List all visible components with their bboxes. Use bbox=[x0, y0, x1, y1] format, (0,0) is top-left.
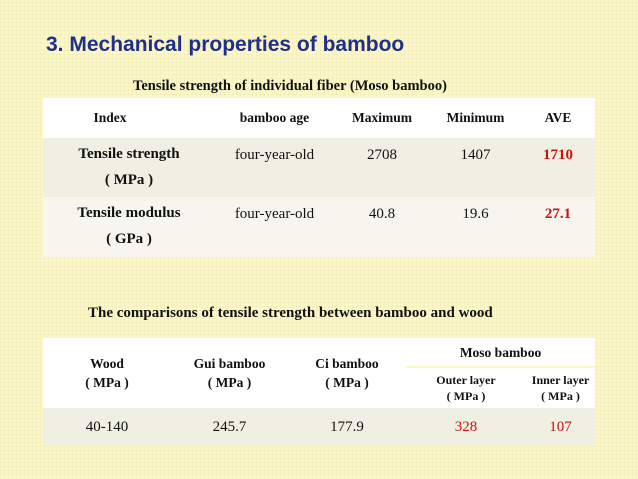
header-bamboo-age: bamboo age bbox=[215, 98, 334, 138]
header-outer-unit: ( MPa ) bbox=[446, 389, 486, 403]
cell-outer: 328 bbox=[406, 408, 526, 446]
cell-max: 40.8 bbox=[334, 197, 430, 257]
header-gui-bamboo: Gui bamboo ( MPa ) bbox=[171, 338, 288, 408]
table1-caption: Tensile strength of individual fiber (Mo… bbox=[133, 78, 447, 94]
header-wood: Wood ( MPa ) bbox=[43, 338, 171, 408]
header-ci-label: Ci bamboo bbox=[315, 356, 379, 371]
row-index-unit: ( GPa ) bbox=[106, 231, 152, 247]
slide-title: 3. Mechanical properties of bamboo bbox=[46, 33, 405, 56]
header-ci-unit: ( MPa ) bbox=[325, 375, 369, 390]
header-moso-bamboo: Moso bamboo bbox=[406, 338, 596, 368]
header-inner-label: Inner layer bbox=[531, 373, 590, 387]
table2-caption: The comparisons of tensile strength betw… bbox=[88, 305, 493, 321]
table2-subheader-row: Outer layer ( MPa ) Inner layer ( MPa ) bbox=[43, 367, 596, 408]
header-minimum: Minimum bbox=[430, 98, 521, 138]
header-index: Index bbox=[43, 98, 215, 138]
header-maximum: Maximum bbox=[334, 98, 430, 138]
cell-gui: 245.7 bbox=[171, 408, 288, 446]
table-row: Tensile modulus ( GPa ) four-year-old 40… bbox=[43, 197, 595, 257]
table2-header-row: Wood ( MPa ) Gui bamboo ( MPa ) Ci bambo… bbox=[43, 338, 596, 408]
header-wood-label: Wood bbox=[90, 356, 124, 371]
table-row: 40-140 245.7 177.9 328 107 bbox=[43, 408, 596, 446]
header-inner-unit: ( MPa ) bbox=[541, 389, 580, 403]
header-ave: AVE bbox=[521, 98, 595, 138]
cell-ave: 1710 bbox=[521, 138, 595, 197]
header-wood-unit: ( MPa ) bbox=[85, 375, 129, 390]
header-gui-unit: ( MPa ) bbox=[207, 375, 252, 390]
row-index-unit: ( MPa ) bbox=[104, 172, 154, 188]
cell-ave: 27.1 bbox=[521, 197, 595, 257]
header-gui-label: Gui bamboo bbox=[193, 356, 266, 371]
table-row: Tensile strength ( MPa ) four-year-old 2… bbox=[43, 138, 595, 197]
header-outer-layer: Outer layer ( MPa ) bbox=[406, 367, 526, 408]
tensile-fiber-table: Index bamboo age Maximum Minimum AVE Ten… bbox=[43, 98, 595, 257]
cell-min: 19.6 bbox=[430, 197, 521, 257]
row-index-label: Tensile strength bbox=[78, 146, 180, 162]
row-index-cell: Tensile strength ( MPa ) bbox=[43, 138, 215, 197]
cell-min: 1407 bbox=[430, 138, 521, 197]
cell-ci: 177.9 bbox=[288, 408, 406, 446]
header-inner-layer: Inner layer ( MPa ) bbox=[526, 367, 596, 408]
header-outer-label: Outer layer bbox=[436, 373, 496, 387]
row-index-label: Tensile modulus bbox=[77, 205, 181, 221]
cell-wood: 40-140 bbox=[43, 408, 171, 446]
cell-age: four-year-old bbox=[215, 138, 334, 197]
header-ci-bamboo: Ci bamboo ( MPa ) bbox=[288, 338, 406, 408]
cell-inner: 107 bbox=[526, 408, 596, 446]
strength-comparison-table: Wood ( MPa ) Gui bamboo ( MPa ) Ci bambo… bbox=[43, 338, 596, 446]
row-index-cell: Tensile modulus ( GPa ) bbox=[43, 197, 215, 257]
table1-header-row: Index bamboo age Maximum Minimum AVE bbox=[43, 98, 595, 138]
cell-age: four-year-old bbox=[215, 197, 334, 257]
cell-max: 2708 bbox=[334, 138, 430, 197]
